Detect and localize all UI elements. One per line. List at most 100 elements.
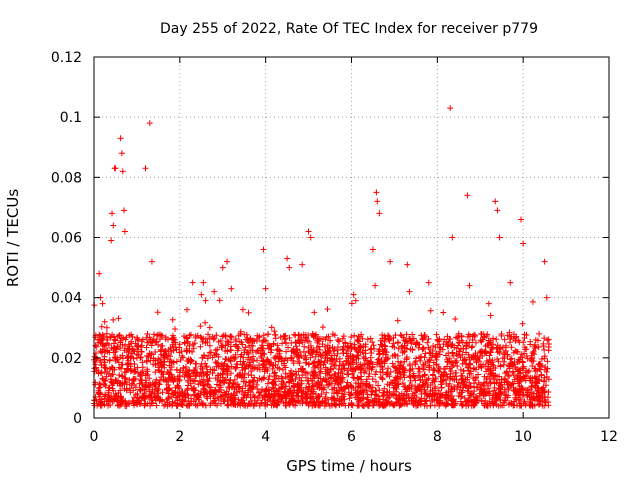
data-point-band bbox=[452, 369, 459, 376]
data-point-band bbox=[100, 333, 107, 340]
data-point-band bbox=[228, 396, 235, 403]
data-point-band bbox=[334, 350, 341, 357]
data-point-band bbox=[432, 344, 439, 351]
data-point-band bbox=[467, 368, 474, 375]
data-point-band bbox=[276, 365, 283, 372]
data-point-band bbox=[249, 365, 256, 372]
data-point-band bbox=[523, 346, 530, 353]
data-point-band bbox=[323, 376, 330, 383]
data-point-band bbox=[508, 333, 515, 340]
data-point-band bbox=[380, 402, 387, 409]
data-point-band bbox=[286, 334, 293, 341]
data-point-band bbox=[452, 359, 459, 366]
data-point-band bbox=[545, 388, 552, 395]
data-point-band bbox=[360, 353, 367, 360]
data-point-band bbox=[299, 372, 306, 379]
data-point-band bbox=[171, 325, 178, 332]
data-point-band bbox=[247, 401, 254, 408]
data-point-band bbox=[381, 385, 388, 392]
data-point-band bbox=[541, 374, 548, 381]
data-point-band bbox=[326, 344, 333, 351]
data-point-band bbox=[212, 375, 219, 382]
data-point-band bbox=[472, 366, 479, 373]
data-point-band bbox=[367, 354, 374, 361]
data-point-band bbox=[112, 337, 119, 344]
data-point bbox=[472, 339, 479, 346]
data-point-band bbox=[372, 371, 379, 378]
data-point-band bbox=[315, 364, 322, 371]
data-point-band bbox=[281, 333, 288, 340]
data-point-band bbox=[436, 351, 443, 358]
data-point-band bbox=[282, 370, 289, 377]
data-point-band bbox=[194, 332, 201, 339]
data-point-band bbox=[102, 342, 109, 349]
data-point-band bbox=[461, 357, 468, 364]
data-point-band bbox=[532, 384, 539, 391]
data-point-band bbox=[175, 383, 182, 390]
data-point-band bbox=[413, 339, 420, 346]
data-point-band bbox=[190, 387, 197, 394]
data-point-band bbox=[115, 359, 122, 366]
data-point-band bbox=[317, 359, 324, 366]
data-point bbox=[387, 258, 394, 265]
data-point-band bbox=[254, 377, 261, 384]
data-point-band bbox=[201, 386, 208, 393]
data-point-band bbox=[409, 331, 416, 338]
data-point-band bbox=[111, 333, 118, 340]
data-point-band bbox=[378, 363, 385, 370]
data-point-band bbox=[419, 382, 426, 389]
data-point-band bbox=[325, 381, 332, 388]
data-point-band bbox=[318, 390, 325, 397]
data-point-band bbox=[499, 402, 506, 409]
data-point-band bbox=[312, 391, 319, 398]
data-point-band bbox=[269, 379, 276, 386]
data-point-band bbox=[201, 352, 208, 359]
data-point-band bbox=[92, 379, 99, 386]
data-point-band bbox=[282, 390, 289, 397]
data-point-band bbox=[508, 344, 515, 351]
data-point-band bbox=[224, 338, 231, 345]
data-point-band bbox=[494, 349, 501, 356]
data-point-band bbox=[506, 339, 513, 346]
data-point-band bbox=[328, 361, 335, 368]
data-point-band bbox=[364, 391, 371, 398]
data-point-band bbox=[271, 391, 278, 398]
data-point-band bbox=[168, 393, 175, 400]
data-point-band bbox=[302, 369, 309, 376]
data-point-band bbox=[529, 349, 536, 356]
data-point-band bbox=[286, 391, 293, 398]
data-point-band bbox=[143, 344, 150, 351]
data-point-band bbox=[348, 333, 355, 340]
data-point-band bbox=[532, 379, 539, 386]
data-point-band bbox=[526, 367, 533, 374]
data-point-band bbox=[410, 370, 417, 377]
data-point-band bbox=[312, 363, 319, 370]
data-point-band bbox=[465, 402, 472, 409]
data-point-band bbox=[159, 342, 166, 349]
data-point-band bbox=[372, 378, 379, 385]
data-point bbox=[99, 300, 106, 307]
data-point-band bbox=[98, 400, 105, 407]
data-point-band bbox=[286, 379, 293, 386]
data-point-band bbox=[237, 358, 244, 365]
data-point-band bbox=[253, 349, 260, 356]
data-point bbox=[117, 135, 124, 142]
data-point-band bbox=[324, 368, 331, 375]
data-point-band bbox=[254, 357, 261, 364]
data-point-band bbox=[421, 402, 428, 409]
data-point-band bbox=[427, 402, 434, 409]
data-point-band bbox=[325, 396, 332, 403]
data-point bbox=[241, 360, 248, 367]
data-point-band bbox=[328, 374, 335, 381]
data-point-band bbox=[124, 400, 131, 407]
data-point-band bbox=[256, 362, 263, 369]
data-point-band bbox=[486, 388, 493, 395]
data-point-band bbox=[536, 330, 543, 337]
data-point-band bbox=[418, 332, 425, 339]
data-point-band bbox=[324, 306, 331, 313]
data-point-band bbox=[440, 309, 447, 316]
data-point-band bbox=[279, 340, 286, 347]
data-point-band bbox=[101, 364, 108, 371]
data-point-band bbox=[124, 365, 131, 372]
data-point-band bbox=[186, 401, 193, 408]
